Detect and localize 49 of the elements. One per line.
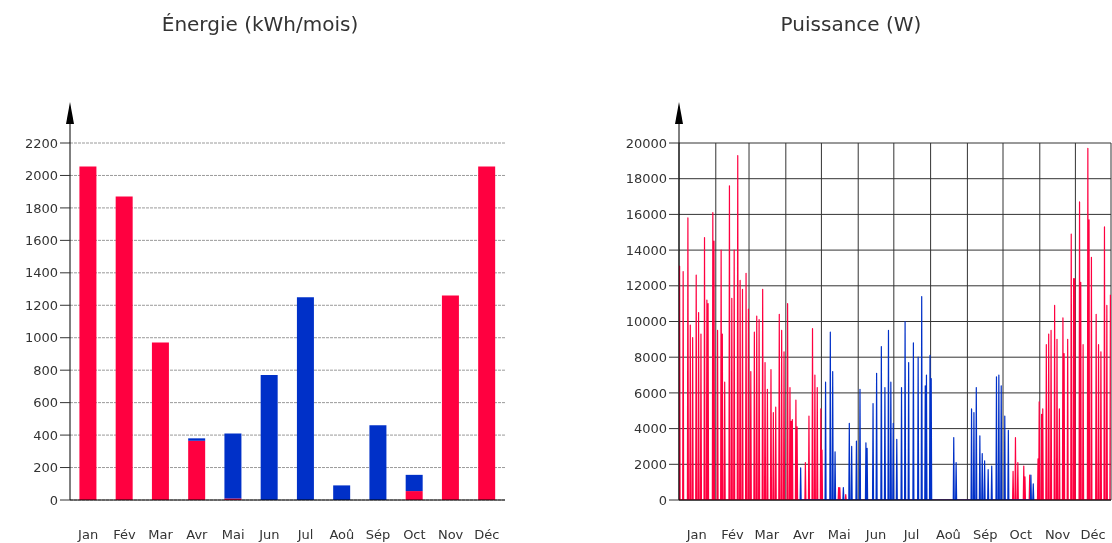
x-tick-label: Aoû	[329, 527, 355, 543]
x-tick-label: Jun	[864, 527, 887, 543]
x-tick-label: Fév	[113, 527, 136, 543]
y-tick-label: 2200	[24, 135, 58, 151]
x-tick-label: Avr	[793, 527, 815, 543]
y-tick-label: 20000	[625, 135, 667, 151]
x-tick-label: Jun	[258, 527, 280, 543]
x-tick-label: Sép	[365, 527, 391, 543]
x-tick-label: Avr	[186, 527, 209, 543]
y-tick-label: 10000	[625, 314, 667, 330]
y-tick-label: 8000	[633, 349, 667, 365]
x-tick-label: Aoû	[935, 527, 961, 543]
x-tick-label: Jul	[296, 527, 314, 543]
y-tick-label: 600	[33, 395, 58, 411]
x-tick-label: Jan	[77, 527, 99, 543]
y-tick-label: 18000	[625, 171, 667, 187]
y-tick-label: 200	[33, 460, 58, 476]
x-tick-label: Jul	[902, 527, 920, 543]
y-tick-label: 1000	[24, 330, 58, 346]
y-tick-label: 800	[33, 362, 58, 378]
y-tick-label: 0	[49, 492, 58, 508]
x-tick-label: Fév	[721, 527, 744, 543]
y-tick-label: 2000	[24, 168, 58, 184]
y-tick-label: 1400	[24, 265, 58, 281]
y-tick-label: 16000	[625, 207, 667, 223]
x-tick-label: Mar	[148, 527, 174, 543]
y-tick-label: 6000	[633, 385, 667, 401]
y-tick-label: 0	[658, 492, 667, 508]
x-tick-label: Mai	[827, 527, 851, 543]
y-tick-label: 4000	[633, 421, 667, 437]
x-tick-label: Sép	[972, 527, 998, 543]
x-tick-label: Mar	[754, 527, 780, 543]
x-tick-label: Nov	[1044, 527, 1071, 543]
chart-title: Puissance (W)	[779, 12, 923, 36]
x-tick-label: Jan	[685, 527, 707, 543]
x-tick-label: Déc	[1080, 527, 1106, 543]
y-tick-label: 1600	[24, 232, 58, 248]
y-tick-label: 14000	[625, 242, 667, 258]
y-tick-label: 2000	[633, 456, 667, 472]
x-tick-label: Oct	[1009, 527, 1033, 543]
x-tick-label: Mai	[221, 527, 245, 543]
x-tick-label: Oct	[403, 527, 426, 543]
x-tick-label: Nov	[437, 527, 464, 543]
x-tick-label: Déc	[474, 527, 500, 543]
y-tick-label: 12000	[625, 278, 667, 294]
y-tick-label: 1800	[24, 200, 58, 216]
chart-title: Énergie (kWh/mois)	[160, 12, 360, 36]
y-tick-label: 400	[33, 427, 58, 443]
y-tick-label: 1200	[24, 297, 58, 313]
